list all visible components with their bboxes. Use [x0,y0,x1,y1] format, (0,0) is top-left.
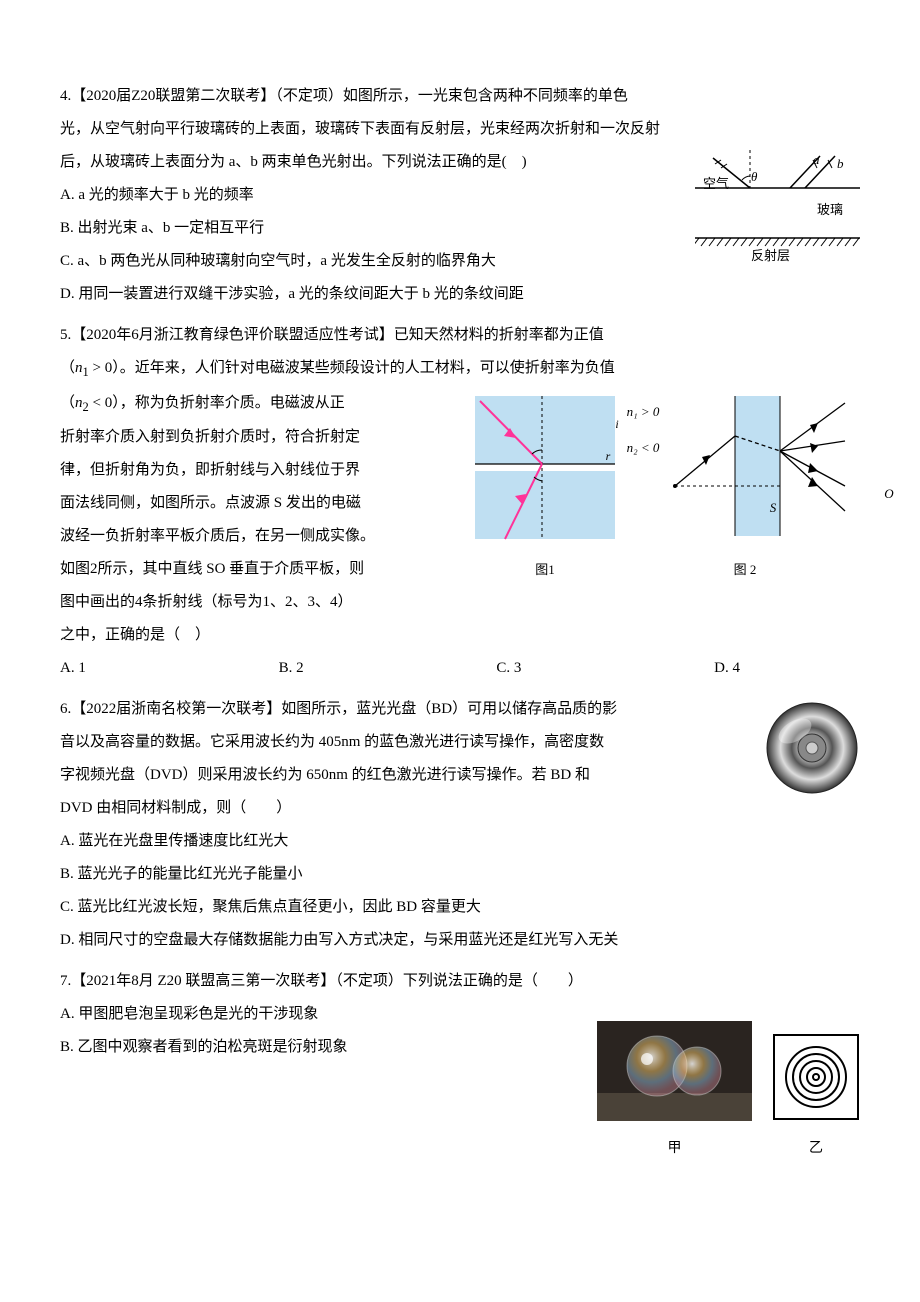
q7-stem-line1: 7.【2021年8月 Z20 联盟高三第一次联考】（不定项）下列说法正确的是（ … [60,965,860,998]
q5-l3-suffix: ），称为负折射率介质。电磁波从正 [112,395,345,411]
q4-a-label: a [813,146,820,175]
q5-figure-1: i r n₁ > 0 n₂ < 0 图1 [460,391,630,585]
q4-air-label: 空气 [703,170,729,199]
q5-option-d: D. 4 [714,652,740,685]
q6-option-a: A. 蓝光在光盘里传播速度比红光大 [60,825,860,858]
question-5: 5.【2020年6月浙江教育绿色评价联盟适应性考试】已知天然材料的折射率都为正值… [60,319,860,685]
q5-stem-line9: 图中画出的4条折射线（标号为1、2、3、4） [60,586,860,619]
q5-option-c: C. 3 [496,652,521,685]
q5-option-b: B. 2 [279,652,304,685]
q4-diagram: θ 空气 a b 玻璃 反射层 [695,150,860,260]
q5-option-a: A. 1 [60,652,86,685]
q7-figure-jia: 甲 [597,1021,752,1165]
q4-reflect-label: 反射层 [751,242,790,271]
q6-stem-line1: 6.【2022届浙南名校第一次联考】如图所示，蓝光光盘（BD）可用以储存高品质的… [60,693,860,726]
q4-stem-line2: 光，从空气射向平行玻璃砖的上表面，玻璃砖下表面有反射层，光束经两次折射和一次反射 [60,113,860,146]
q5-l3-lt: < 0 [89,395,112,411]
q7-fig-yi-caption: 乙 [772,1134,860,1165]
q6-stem-line2: 音以及高容量的数据。它采用波长约为 405nm 的蓝色激光进行读写操作，高密度数 [60,726,860,759]
q5-l2-prefix: （ [60,360,75,376]
q6-disc-image [765,701,860,796]
q6-stem-line4: DVD 由相同材料制成，则（ ） [60,792,860,825]
q7-fig-jia-caption: 甲 [597,1134,752,1165]
q5-stem-line10: 之中，正确的是（ ） [60,619,860,652]
q5-l3-prefix: （ [60,395,75,411]
q6-stem-line3: 字视频光盘（DVD）则采用波长约为 650nm 的红色激光进行读写操作。若 BD… [60,759,860,792]
q4-theta-label: θ [751,163,757,192]
q6-option-b: B. 蓝光光子的能量比红光光子能量小 [60,858,860,891]
q7-figures: 甲 乙 [597,1021,860,1165]
q5-fig1-caption: 图1 [460,556,630,585]
question-7: 7.【2021年8月 Z20 联盟高三第一次联考】（不定项）下列说法正确的是（ … [60,965,860,1165]
question-4: 4.【2020届Z20联盟第二次联考】（不定项）如图所示，一光束包含两种不同频率… [60,80,860,311]
q5-l2-n: n [75,360,83,376]
q4-option-d: D. 用同一装置进行双缝干涉实验，a 光的条纹间距大于 b 光的条纹间距 [60,278,860,311]
question-6: 6.【2022届浙南名校第一次联考】如图所示，蓝光光盘（BD）可用以储存高品质的… [60,693,860,957]
q5-l3-n: n [75,395,83,411]
q5-stem-line1: 5.【2020年6月浙江教育绿色评价联盟适应性考试】已知天然材料的折射率都为正值 [60,319,860,352]
q7-figure-yi: 乙 [772,1033,860,1165]
q5-figures: i r n₁ > 0 n₂ < 0 图1 [460,391,860,585]
q5-options-row: A. 1 B. 2 C. 3 D. 4 [60,652,740,685]
q4-stem-line1: 4.【2020届Z20联盟第二次联考】（不定项）如图所示，一光束包含两种不同频率… [60,80,860,113]
q6-option-d: D. 相同尺寸的空盘最大存储数据能力由写入方式决定，与采用蓝光还是红光写入无关 [60,924,860,957]
q4-b-label: b [837,150,844,179]
q5-figure-2: 1 2 3 4 S O 图 2 [640,391,850,585]
q5-l2-suffix: ）。近年来，人们针对电磁波某些频段设计的人工材料，可以使折射率为负值 [112,360,615,376]
q5-stem-line2: （n1 > 0）。近年来，人们针对电磁波某些频段设计的人工材料，可以使折射率为负… [60,352,860,387]
q4-glass-label: 玻璃 [817,196,843,225]
q5-fig2-caption: 图 2 [640,556,850,585]
q6-option-c: C. 蓝光比红光波长短，聚焦后焦点直径更小，因此 BD 容量更大 [60,891,860,924]
q5-l2-gt: > 0 [89,360,112,376]
